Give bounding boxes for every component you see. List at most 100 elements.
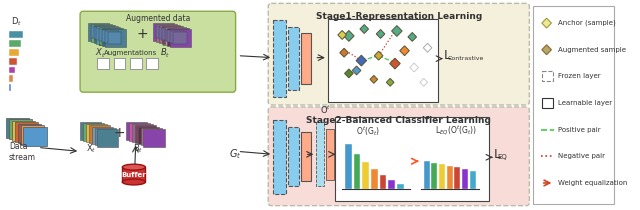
Bar xyxy=(170,31,184,43)
Text: L$_{EQ}$(O$^t$(G$_t$)): L$_{EQ}$(O$^t$(G$_t$)) xyxy=(435,124,477,138)
Bar xyxy=(335,117,489,201)
Bar xyxy=(97,26,118,44)
Polygon shape xyxy=(338,30,346,39)
Text: Buffer: Buffer xyxy=(122,172,146,178)
Bar xyxy=(20,125,44,145)
Polygon shape xyxy=(423,43,432,52)
Polygon shape xyxy=(370,75,378,83)
FancyBboxPatch shape xyxy=(268,107,529,206)
Polygon shape xyxy=(408,33,417,41)
Bar xyxy=(9,75,13,82)
Bar xyxy=(102,28,124,46)
Text: Negative pair: Negative pair xyxy=(558,153,605,159)
Bar xyxy=(301,33,312,84)
Bar xyxy=(89,125,110,143)
Text: Contrastive: Contrastive xyxy=(448,56,484,61)
Bar xyxy=(83,123,104,141)
Bar xyxy=(93,25,115,43)
Polygon shape xyxy=(344,69,353,78)
Text: O$^t$: O$^t$ xyxy=(320,104,332,116)
Polygon shape xyxy=(390,58,400,69)
Text: +: + xyxy=(137,27,148,41)
Text: $\hat{B}_t$: $\hat{B}_t$ xyxy=(161,44,171,60)
Bar xyxy=(371,169,378,189)
Bar xyxy=(105,31,118,43)
Bar xyxy=(326,129,333,180)
Bar xyxy=(86,124,107,142)
Bar xyxy=(542,98,554,108)
Bar xyxy=(126,122,147,139)
Bar xyxy=(9,40,20,47)
Bar xyxy=(138,126,159,144)
Polygon shape xyxy=(400,46,410,56)
Bar xyxy=(168,30,181,42)
Bar xyxy=(156,26,170,38)
Text: Augmented data: Augmented data xyxy=(125,14,190,23)
Bar xyxy=(289,127,299,186)
Polygon shape xyxy=(542,18,552,28)
Polygon shape xyxy=(356,55,367,66)
Text: G$_t$: G$_t$ xyxy=(229,147,241,161)
Polygon shape xyxy=(360,25,369,33)
Bar xyxy=(9,49,19,56)
Text: EQ: EQ xyxy=(498,154,508,160)
Bar xyxy=(97,28,110,40)
Ellipse shape xyxy=(122,164,145,170)
Text: L: L xyxy=(494,148,501,161)
Polygon shape xyxy=(392,26,402,36)
Text: Learnable layer: Learnable layer xyxy=(558,100,612,106)
Bar xyxy=(362,162,369,189)
Text: Augmentations: Augmentations xyxy=(104,50,157,56)
Bar xyxy=(97,58,109,70)
Bar xyxy=(462,169,468,189)
Bar xyxy=(95,128,116,146)
Text: Positive pair: Positive pair xyxy=(558,127,601,133)
Polygon shape xyxy=(420,78,428,86)
Bar xyxy=(15,122,38,142)
Bar xyxy=(91,26,104,38)
Bar xyxy=(289,27,299,90)
Polygon shape xyxy=(387,78,394,86)
Polygon shape xyxy=(374,51,383,60)
Bar xyxy=(173,32,187,44)
Text: Data
stream: Data stream xyxy=(9,143,36,162)
Bar xyxy=(164,29,178,41)
Bar xyxy=(132,124,153,142)
Bar xyxy=(454,167,460,189)
Bar xyxy=(91,24,112,42)
Bar xyxy=(316,122,324,186)
Bar xyxy=(159,25,180,43)
Bar xyxy=(88,23,109,41)
Bar xyxy=(380,175,387,189)
Text: Anchor (sample): Anchor (sample) xyxy=(558,20,616,26)
Bar xyxy=(80,122,101,139)
Bar xyxy=(105,29,126,47)
Bar xyxy=(99,27,120,45)
Bar xyxy=(141,128,162,146)
Polygon shape xyxy=(376,30,385,38)
Text: Stage1-Representation Learning: Stage1-Representation Learning xyxy=(316,12,482,21)
Text: O$^t$(G$_t$): O$^t$(G$_t$) xyxy=(356,124,380,138)
Text: X$_t$: X$_t$ xyxy=(86,143,97,155)
Bar xyxy=(9,31,22,38)
Text: +: + xyxy=(114,126,125,140)
Bar xyxy=(164,27,186,45)
Text: Weight equalization: Weight equalization xyxy=(558,180,627,186)
Bar xyxy=(533,6,614,204)
Text: D$_t$: D$_t$ xyxy=(11,16,22,28)
Bar xyxy=(162,26,183,44)
Bar xyxy=(122,167,145,182)
Bar xyxy=(12,121,35,140)
Bar xyxy=(156,24,177,42)
Bar xyxy=(542,71,554,81)
Bar xyxy=(9,119,32,139)
Bar xyxy=(431,163,437,189)
Bar xyxy=(99,29,113,41)
Bar xyxy=(135,125,156,143)
Bar xyxy=(273,20,287,97)
Bar xyxy=(9,84,11,91)
Bar xyxy=(388,180,395,189)
Bar xyxy=(97,129,118,147)
FancyBboxPatch shape xyxy=(268,3,529,105)
Bar xyxy=(424,161,429,189)
